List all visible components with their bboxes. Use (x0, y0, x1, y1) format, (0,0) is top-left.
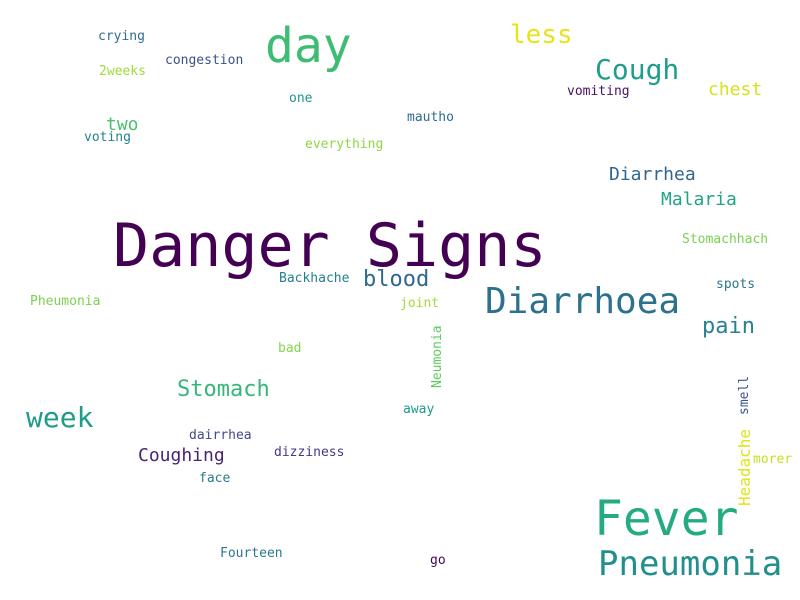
word-fever: Fever (594, 491, 739, 547)
word-diarrhea: Diarrhea (609, 164, 696, 185)
word-day: day (265, 18, 352, 74)
word-morer: morer (753, 452, 793, 467)
word-pheumonia: Pheumonia (30, 294, 101, 309)
word-one: one (289, 91, 313, 106)
word-pneumonia: Pneumonia (598, 544, 783, 584)
word-go: go (430, 553, 446, 568)
word-pain: pain (702, 314, 755, 339)
word-danger-signs: Danger Signs (113, 211, 547, 281)
word-week: week (26, 401, 94, 434)
word-mautho: mautho (407, 110, 454, 125)
word-cough: Cough (595, 53, 680, 86)
word-stomach: Stomach (177, 377, 270, 402)
word-vomiting: vomiting (567, 84, 630, 99)
word-away: away (403, 402, 435, 417)
word-diarrhoea: Diarrhoea (485, 281, 681, 322)
word-dizziness: dizziness (274, 445, 345, 460)
word-face: face (199, 471, 231, 486)
word-two: two (106, 114, 139, 135)
word-blood: blood (363, 267, 430, 292)
word-bad: bad (278, 341, 302, 356)
word-fourteen: Fourteen (220, 546, 283, 561)
word-smell: smell (737, 375, 752, 415)
word-neumonia: Neumonia (430, 325, 445, 388)
word-dairrhea: dairrhea (189, 428, 252, 443)
word-joint: joint (400, 296, 440, 311)
word-less: less (510, 20, 573, 50)
word-congestion: congestion (165, 53, 244, 68)
word-stomachhach: Stomachhach (682, 232, 769, 247)
word-spots: spots (716, 277, 756, 292)
word-headache: Headache (735, 428, 754, 506)
word-backhache: Backhache (279, 271, 350, 286)
word-chest: chest (708, 79, 763, 100)
word-voting: voting (84, 130, 131, 145)
word-malaria: Malaria (661, 189, 737, 210)
word-coughing: Coughing (138, 445, 225, 466)
word-crying: crying (98, 29, 145, 44)
word-2weeks: 2weeks (99, 64, 146, 79)
word-everything: everything (305, 137, 384, 152)
